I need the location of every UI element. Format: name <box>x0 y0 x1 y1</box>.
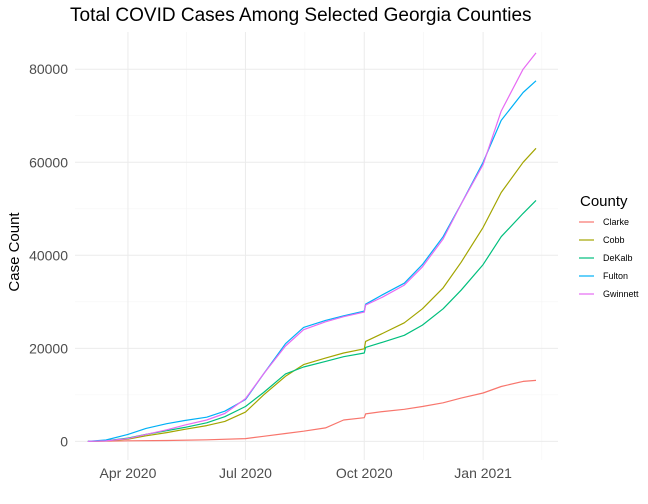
y-tick-label: 60000 <box>29 154 68 170</box>
x-axis-ticks: Apr 2020 Jul 2020 Oct 2020 Jan 2021 <box>100 465 513 481</box>
legend-label-dekalb: DeKalb <box>603 253 633 263</box>
series-line-clarke <box>87 379 537 442</box>
chart-title: Total COVID Cases Among Selected Georgia… <box>70 5 532 26</box>
series-line-dekalb <box>87 199 537 442</box>
x-tick-label: Oct 2020 <box>336 465 393 481</box>
x-tick-label: Apr 2020 <box>100 465 157 481</box>
x-tick-label: Jul 2020 <box>219 465 272 481</box>
legend-label-cobb: Cobb <box>603 235 625 245</box>
y-tick-label: 80000 <box>29 61 68 77</box>
series-line-gwinnett <box>87 52 537 442</box>
y-tick-label: 20000 <box>29 340 68 356</box>
y-axis-title: Case Count <box>6 212 23 292</box>
legend: County Clarke Cobb DeKalb Fulton Gwinnett <box>579 193 639 299</box>
legend-label-fulton: Fulton <box>603 271 628 281</box>
y-tick-label: 0 <box>60 433 68 449</box>
y-tick-label: 40000 <box>29 247 68 263</box>
x-tick-label: Jan 2021 <box>454 465 512 481</box>
legend-label-gwinnett: Gwinnett <box>603 289 639 299</box>
legend-title: County <box>580 193 628 210</box>
series-lines <box>87 52 537 442</box>
series-line-fulton <box>87 80 537 442</box>
legend-label-clarke: Clarke <box>603 217 629 227</box>
y-axis-ticks: 0 20000 40000 60000 80000 <box>29 61 68 449</box>
series-line-cobb <box>87 147 537 442</box>
grid <box>75 32 558 460</box>
